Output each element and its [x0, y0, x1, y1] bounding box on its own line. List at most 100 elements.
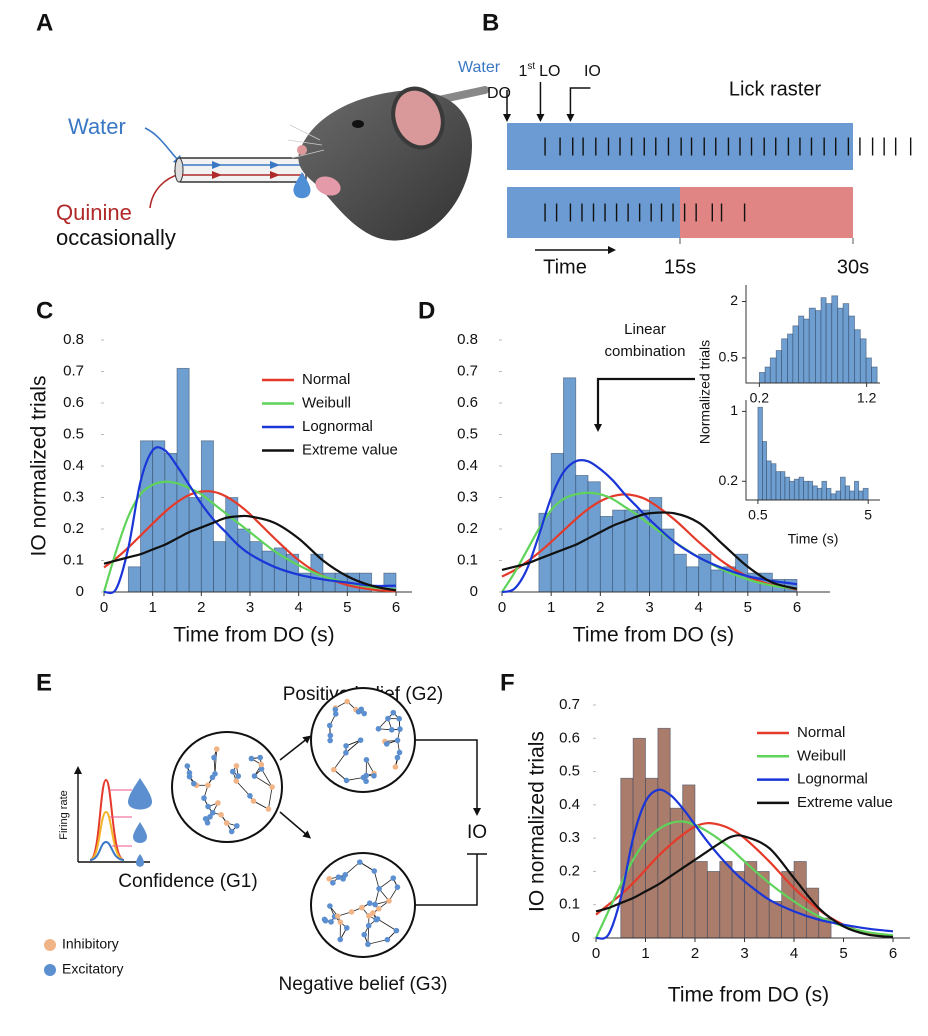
network-node: [343, 925, 350, 931]
network-node: [207, 813, 213, 820]
bar: [710, 569, 724, 593]
network-node: [363, 772, 370, 779]
x-tick-label: 5: [343, 599, 351, 616]
event-label: 1st LO: [518, 61, 560, 81]
bar: [798, 315, 805, 384]
bar: [764, 366, 771, 384]
y-axis-label: IO normalized trials: [28, 376, 51, 557]
x-tick-label: 0.2: [750, 390, 770, 406]
network-node: [251, 773, 258, 779]
network-edge: [268, 786, 273, 810]
bar: [792, 325, 799, 384]
panel-label: A: [36, 9, 53, 36]
bar: [624, 509, 638, 593]
y-tick-label: 0.3: [63, 488, 84, 505]
x-tick-label: 2: [691, 945, 699, 962]
network-node: [396, 715, 402, 722]
bar: [213, 541, 227, 593]
fit-curve: [501, 491, 798, 593]
legend-label: Lognormal: [797, 771, 868, 788]
y-tick-label: 0.4: [63, 457, 84, 474]
network-edge: [345, 739, 361, 754]
x-tick-label: 4: [694, 599, 702, 616]
network-node: [348, 909, 355, 915]
network-node: [374, 916, 381, 922]
x-tick-label: 2: [596, 599, 604, 616]
y-tick-label: 0.8: [63, 331, 84, 348]
event-label: IO: [584, 63, 601, 80]
bar: [744, 861, 758, 939]
network-node: [390, 709, 397, 716]
y-tick-label: 0.4: [559, 796, 580, 813]
event-label-number: 1: [518, 63, 527, 80]
firing-rate-label: Firing rate: [58, 790, 70, 840]
network-node: [375, 725, 382, 732]
bar: [815, 310, 822, 384]
network-node: [384, 936, 391, 943]
panel-a-drawing: Water Quinine occasionally: [56, 86, 489, 250]
time-tick-label: 30s: [837, 256, 869, 278]
x-axis-label: Time from DO (s): [173, 624, 334, 647]
event-label-text: LO: [539, 63, 560, 80]
bar: [835, 490, 841, 501]
y-tick-label: 0.2: [559, 862, 580, 879]
network-node: [215, 800, 221, 806]
event-label: DO: [487, 85, 511, 102]
network-edge: [333, 752, 347, 770]
network-node: [365, 941, 371, 948]
bar: [632, 737, 646, 939]
chart: 0 1 2 3 4 5 6 0 0.1 0.2 0.3 0.4 0.5 0.6 0.7 0.8 Normal We…: [28, 331, 412, 647]
network-node: [370, 910, 376, 916]
bar: [859, 338, 867, 384]
inhibitory-label: Inhibitory: [62, 936, 119, 952]
x-tick-label: 5: [864, 507, 872, 523]
network-node: [209, 774, 216, 781]
bar: [787, 333, 794, 384]
bar: [812, 485, 818, 501]
x-tick-label: 1.2: [857, 390, 877, 406]
fit-curve: [595, 834, 894, 939]
y-tick-label: 0.5: [559, 763, 580, 780]
legend-label: Normal: [302, 371, 350, 388]
legend-label: Weibull: [302, 394, 351, 411]
network-node: [218, 811, 224, 818]
network-node: [257, 754, 263, 761]
network-node: [234, 823, 240, 829]
network-node: [337, 919, 344, 925]
network-node: [337, 936, 344, 943]
bar: [768, 900, 783, 939]
bar: [784, 476, 791, 501]
panel-label: E: [36, 669, 52, 696]
y-axis-label: IO normalized trials: [526, 731, 549, 912]
y-tick-label: 0.2: [719, 472, 739, 488]
inhibitory-dot: [44, 939, 56, 951]
network-node: [205, 803, 211, 810]
network-node: [235, 773, 242, 779]
drop: [128, 778, 152, 810]
network-node: [326, 875, 332, 882]
x-tick-label: 4: [790, 945, 798, 962]
bar: [770, 463, 777, 501]
event-arrow: [566, 87, 591, 122]
network-node: [397, 726, 403, 732]
network-node: [383, 741, 390, 747]
network-node: [361, 931, 368, 938]
annotation: combination: [605, 343, 686, 360]
legend-label: Lognormal: [302, 418, 373, 435]
axis-frame: [745, 285, 880, 384]
bar: [673, 553, 687, 593]
occasionally-label: occasionally: [56, 225, 176, 250]
x-tick-label: 6: [889, 945, 897, 962]
water-arrow: [144, 127, 184, 166]
network-edge: [367, 939, 388, 945]
networks: [171, 687, 416, 958]
network-node: [332, 711, 339, 717]
network-circle: [171, 731, 283, 843]
network-node: [334, 913, 341, 919]
network-node: [330, 879, 336, 886]
inhibit-arrow: [416, 853, 487, 906]
spout-end: [174, 157, 184, 183]
network-edge: [235, 780, 251, 797]
network-node: [394, 884, 401, 890]
bar: [249, 541, 263, 593]
